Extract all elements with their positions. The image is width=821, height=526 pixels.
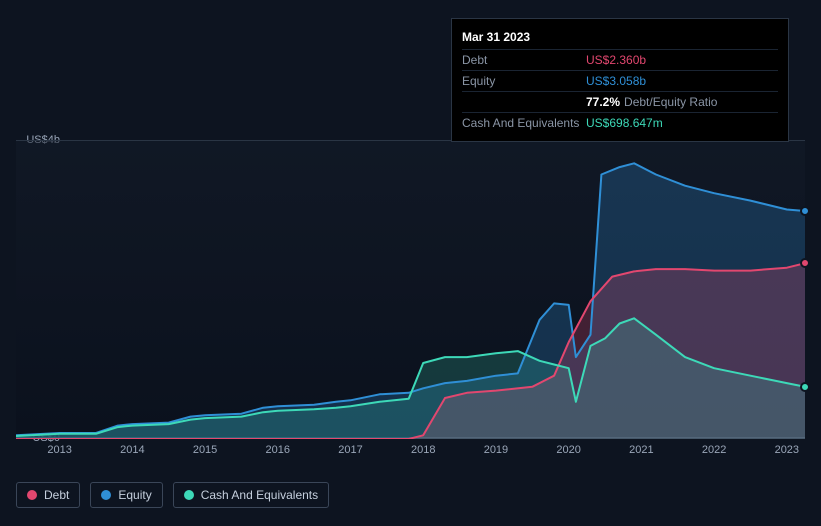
tooltip-row-debt: Debt US$2.360b xyxy=(462,50,778,71)
tooltip-row-cash: Cash And Equivalents US$698.647m xyxy=(462,113,778,133)
tooltip-ratio-spacer xyxy=(462,94,586,110)
tooltip-ratio-pct: 77.2% xyxy=(586,94,620,110)
chart-tooltip: Mar 31 2023 Debt US$2.360b Equity US$3.0… xyxy=(451,18,789,142)
x-axis-tick: 2016 xyxy=(266,444,290,456)
x-axis-tick: 2018 xyxy=(411,444,435,456)
legend-label: Cash And Equivalents xyxy=(201,488,318,502)
chart-legend: Debt Equity Cash And Equivalents xyxy=(16,482,329,508)
debt-color-icon xyxy=(27,490,37,500)
tooltip-ratio-label: Debt/Equity Ratio xyxy=(624,94,717,110)
cash-color-icon xyxy=(184,490,194,500)
legend-item-debt[interactable]: Debt xyxy=(16,482,80,508)
legend-label: Equity xyxy=(118,488,151,502)
x-axis-tick: 2022 xyxy=(702,444,726,456)
tooltip-equity-label: Equity xyxy=(462,73,586,89)
chart-svg xyxy=(16,141,805,439)
x-axis-tick: 2021 xyxy=(629,444,653,456)
tooltip-date: Mar 31 2023 xyxy=(462,27,778,50)
legend-item-equity[interactable]: Equity xyxy=(90,482,162,508)
tooltip-cash-value: US$698.647m xyxy=(586,115,663,131)
tooltip-row-ratio: 77.2% Debt/Equity Ratio xyxy=(462,92,778,113)
x-axis-tick: 2019 xyxy=(484,444,508,456)
equity-end-marker xyxy=(800,206,810,216)
tooltip-debt-label: Debt xyxy=(462,52,586,68)
cash-end-marker xyxy=(800,382,810,392)
tooltip-debt-value: US$2.360b xyxy=(586,52,646,68)
x-axis-tick: 2014 xyxy=(120,444,144,456)
x-axis-tick: 2013 xyxy=(47,444,71,456)
legend-label: Debt xyxy=(44,488,69,502)
x-axis-tick: 2023 xyxy=(775,444,799,456)
tooltip-cash-label: Cash And Equivalents xyxy=(462,115,586,131)
tooltip-equity-value: US$3.058b xyxy=(586,73,646,89)
x-axis: 2013 2014 2015 2016 2017 2018 2019 2020 2021 2022… xyxy=(16,444,805,464)
financial-history-chart: Mar 31 2023 Debt US$2.360b Equity US$3.0… xyxy=(16,0,805,470)
chart-plot-area[interactable] xyxy=(16,140,805,438)
equity-color-icon xyxy=(101,490,111,500)
x-axis-tick: 2015 xyxy=(193,444,217,456)
x-axis-tick: 2017 xyxy=(338,444,362,456)
legend-item-cash[interactable]: Cash And Equivalents xyxy=(173,482,329,508)
debt-end-marker xyxy=(800,258,810,268)
x-axis-tick: 2020 xyxy=(556,444,580,456)
tooltip-row-equity: Equity US$3.058b xyxy=(462,71,778,92)
